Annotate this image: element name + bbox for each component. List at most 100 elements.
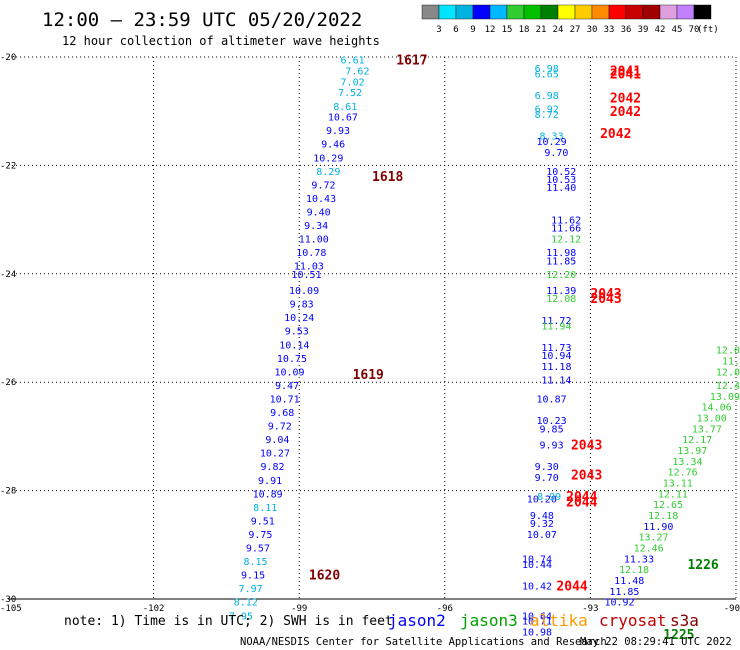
wave-height-label: 9.72 xyxy=(311,180,335,191)
wave-height-label: 9.70 xyxy=(535,473,559,484)
pass-time-label: 2042 xyxy=(610,92,641,107)
wave-height-label: 10.07 xyxy=(527,530,557,541)
wave-height-label: 11.85 xyxy=(546,256,576,267)
scale-label: 6 xyxy=(453,25,458,35)
scale-label: 36 xyxy=(621,25,632,35)
footer-credit: NOAA/NESDIS Center for Satellite Applica… xyxy=(240,636,607,648)
scale-swatch xyxy=(557,4,576,20)
wave-height-label: 10.23 xyxy=(537,416,567,427)
wave-height-label: 12.18 xyxy=(648,511,678,522)
wave-height-label: 10.74 xyxy=(522,554,552,565)
scale-swatch xyxy=(676,4,695,20)
wave-height-label: 13.11 xyxy=(663,478,693,489)
wave-height-label: 12.17 xyxy=(682,435,712,446)
scale-swatch xyxy=(608,4,627,20)
wave-height-label: 9.72 xyxy=(268,422,292,433)
wave-height-label: 13.09 xyxy=(710,392,740,403)
pass-time-label: 1225 xyxy=(663,628,694,643)
wave-height-label: 10.87 xyxy=(537,394,567,405)
scale-swatch xyxy=(489,4,508,20)
wave-height-label: 10.43 xyxy=(306,194,336,205)
legend-jason2: jason2 xyxy=(388,611,446,630)
scale-swatch xyxy=(625,4,644,20)
wave-height-label: 11.98 xyxy=(546,248,576,259)
wave-height-label: 8.11 xyxy=(253,503,277,514)
wave-height-label: 10.94 xyxy=(541,351,571,362)
grid-lines xyxy=(8,56,737,600)
wave-height-label: 12.08 xyxy=(546,294,576,305)
y-tick-label: -28 xyxy=(0,487,16,497)
wave-height-label: 11.62 xyxy=(551,216,581,227)
wave-height-label: 12.12 xyxy=(551,235,581,246)
wave-height-label: 10.14 xyxy=(279,340,309,351)
pass-time-label: 2041 xyxy=(610,65,641,80)
wave-height-label: 10.67 xyxy=(328,113,358,124)
pass-time-label: 2043 xyxy=(571,439,602,454)
pass-time-label: 1618 xyxy=(372,170,403,185)
scale-label: 45 xyxy=(672,25,683,35)
wave-height-label: 11.94 xyxy=(541,321,571,332)
scale-swatch xyxy=(591,4,610,20)
wave-height-label: 8.33 xyxy=(540,132,564,143)
wave-height-label: 11.33 xyxy=(624,554,654,565)
scale-label: 30 xyxy=(587,25,598,35)
wave-height-label: 9.68 xyxy=(270,408,294,419)
scale-swatch xyxy=(693,4,712,20)
satellite-legend: jason2 jason3 altika cryosat s3a xyxy=(388,611,699,630)
x-tick-label: -96 xyxy=(437,604,453,614)
pass-time-label: 2044 xyxy=(566,490,597,505)
x-tick-label: -90 xyxy=(724,604,740,614)
wave-height-label: 9.32 xyxy=(530,519,554,530)
scale-swatch xyxy=(421,4,440,20)
pass-time-label: 2042 xyxy=(610,105,641,120)
wave-height-label: 10.78 xyxy=(296,248,326,259)
wave-height-label: 13.34 xyxy=(672,457,702,468)
y-tick-label: -20 xyxy=(0,53,16,63)
note-text: note: 1) Time is in UTC; 2) SWH is in fe… xyxy=(64,614,393,629)
scale-label: 24 xyxy=(553,25,564,35)
wave-height-label: 6.98 xyxy=(535,64,559,75)
wave-height-label: 10.20 xyxy=(527,495,557,506)
scale-label: 21 xyxy=(536,25,547,35)
scale-swatch xyxy=(455,4,474,20)
scale-label: 27 xyxy=(570,25,581,35)
wave-height-label: 9.30 xyxy=(535,462,559,473)
scale-label: 42 xyxy=(655,25,666,35)
y-axis-tick-labels: -30 -28 -26 -24 -22 -20 xyxy=(0,53,16,605)
scale-swatch xyxy=(642,4,661,20)
wave-height-label: 9.91 xyxy=(258,476,282,487)
pass-time-label: 2043 xyxy=(590,292,621,307)
scale-label: 12 xyxy=(485,25,496,35)
wave-height-label: 10.52 xyxy=(546,167,576,178)
pass-time-label: 2043 xyxy=(571,468,602,483)
wave-height-label: 13.27 xyxy=(638,533,668,544)
wave-height-label: 10.71 xyxy=(522,617,552,628)
wave-height-label: 10.75 xyxy=(277,354,307,365)
wave-height-label: 11.14 xyxy=(541,375,571,386)
wave-height-label: 10.27 xyxy=(260,449,290,460)
wave-height-label: 12.4 xyxy=(716,381,740,392)
wave-height-label: 11.40 xyxy=(546,183,576,194)
wave-height-label: 13.77 xyxy=(692,424,722,435)
legend-jason3: jason3 xyxy=(460,611,518,630)
y-tick-label: -26 xyxy=(0,378,16,388)
wave-height-label: 12.0 xyxy=(716,346,740,357)
pass-time-label: 2043 xyxy=(590,287,621,302)
wave-height-label: 9.75 xyxy=(248,530,272,541)
scale-unit: (ft) xyxy=(697,25,719,35)
wave-height-label: 7.95 xyxy=(229,611,253,622)
wave-height-label: 10.92 xyxy=(604,598,634,609)
wave-height-label: 12.0 xyxy=(716,367,740,378)
pass-time-label: 2044 xyxy=(556,579,587,594)
wave-height-label: 9.04 xyxy=(265,435,289,446)
wave-height-label: 11.72 xyxy=(541,316,571,327)
wave-height-label: 12.20 xyxy=(546,270,576,281)
wave-height-label: 12.46 xyxy=(634,544,664,555)
wave-height-label: 10.89 xyxy=(253,489,283,500)
wave-height-label: 9.53 xyxy=(285,327,309,338)
scale-label: 70 xyxy=(689,25,700,35)
pass-time-label: 1619 xyxy=(353,368,384,383)
pass-time-label: 2044 xyxy=(566,495,597,510)
wave-height-label: 9.70 xyxy=(544,148,568,159)
x-axis-tick-labels: -105 -102 -99 -96 -93 -90 xyxy=(0,604,740,614)
